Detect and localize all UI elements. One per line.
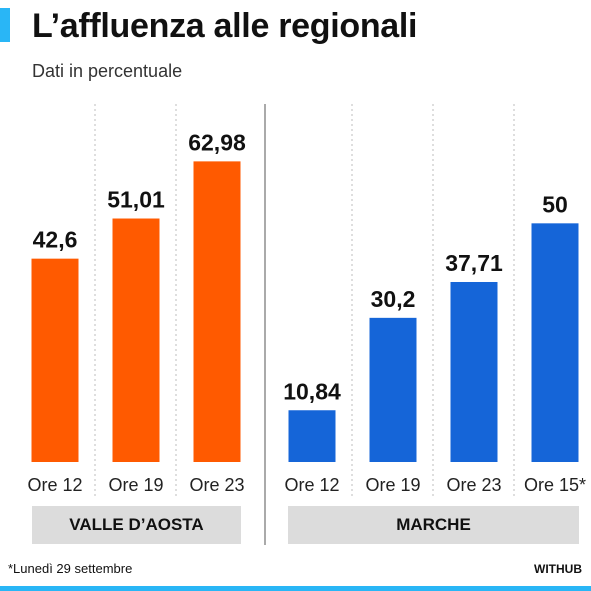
marche-bar-3 [450,281,498,462]
group-label-valle-daosta: VALLE D’AOSTA [32,506,241,544]
marche-value-label-3: 37,71 [445,250,503,276]
marche-tick-label-4: Ore 15* [524,475,586,495]
marche-bar-4 [531,223,579,462]
valle-value-label-1: 42,6 [33,227,78,253]
marche-tick-label-2: Ore 19 [365,475,420,495]
valle-value-label-3: 62,98 [188,129,246,155]
bottom-accent-bar [0,586,591,591]
group-label-marche: MARCHE [288,506,579,544]
marche-bar-2 [369,317,417,462]
marche-value-label-2: 30,2 [371,286,416,312]
marche-tick-label-3: Ore 23 [446,475,501,495]
valle-tick-label-1: Ore 12 [27,475,82,495]
chart-title: L’affluenza alle regionali [32,7,418,45]
valle-bar-1 [31,258,79,462]
brand-logo-text: WITHUB [534,562,582,576]
marche-value-label-4: 50 [542,191,568,217]
valle-bar-3 [193,161,241,462]
title-accent-bar [0,8,10,42]
valle-value-label-2: 51,01 [107,187,165,213]
marche-value-label-1: 10,84 [283,378,341,404]
footnote: *Lunedì 29 settembre [8,561,133,576]
chart-subtitle: Dati in percentuale [32,61,183,81]
valle-bar-2 [112,218,160,462]
marche-bar-1 [288,410,336,462]
valle-tick-label-3: Ore 23 [189,475,244,495]
marche-tick-label-1: Ore 12 [284,475,339,495]
valle-tick-label-2: Ore 19 [108,475,163,495]
